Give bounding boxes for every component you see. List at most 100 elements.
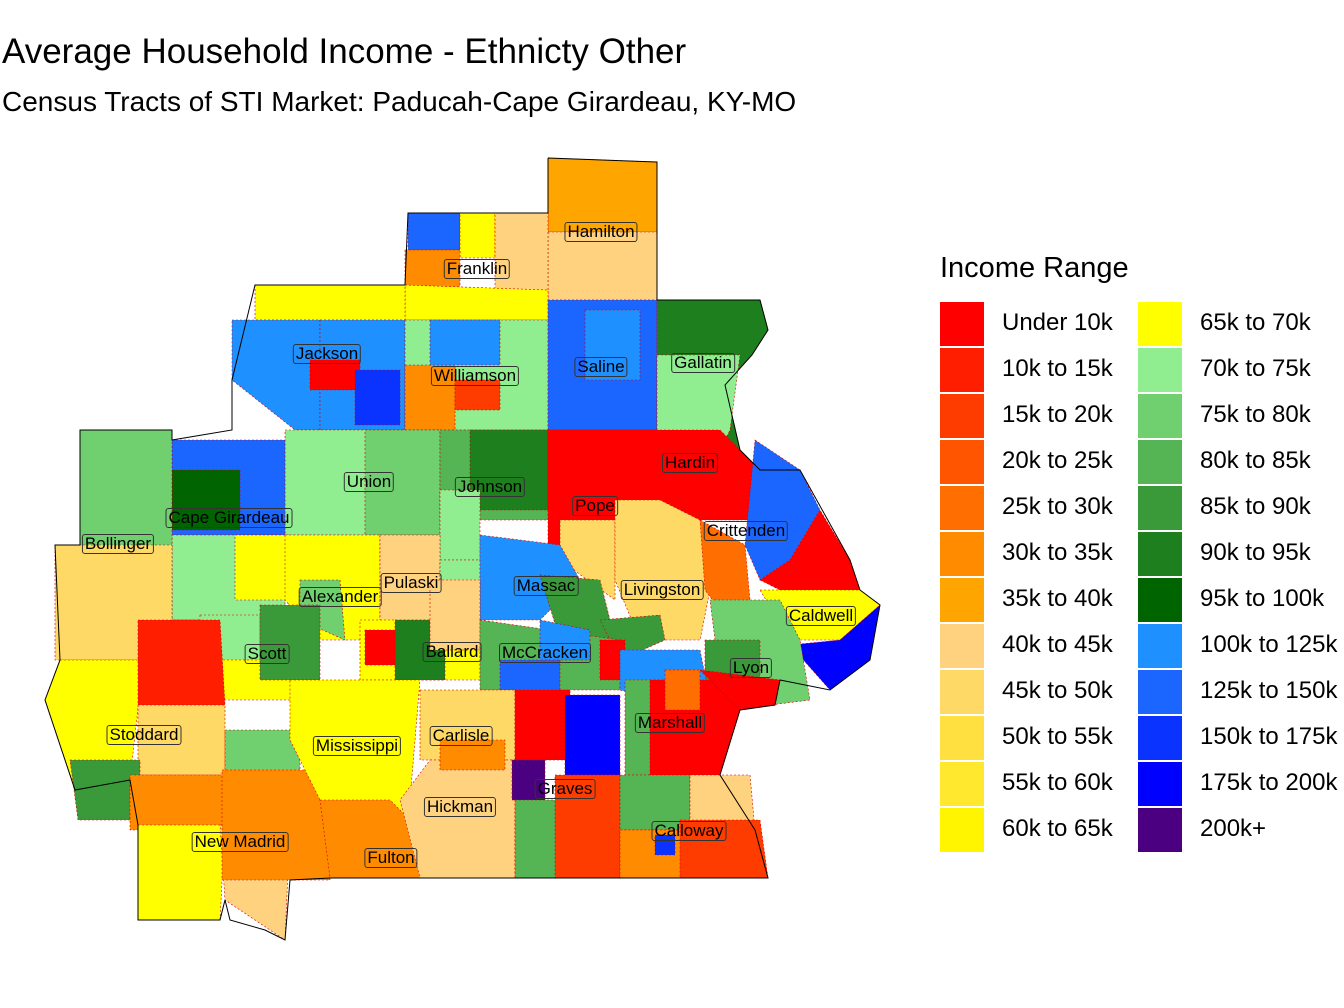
- legend-label: 60k to 65k: [1002, 815, 1113, 842]
- tract-region: [439, 489, 481, 561]
- legend-swatch: [1138, 486, 1182, 530]
- legend-swatch: [1138, 808, 1182, 852]
- tract-region: [514, 799, 561, 879]
- county-label: Stoddard: [106, 725, 182, 745]
- tract-region: [399, 759, 516, 879]
- legend-label: 85k to 90k: [1200, 493, 1311, 520]
- tract-region: [664, 669, 701, 711]
- legend-label: 90k to 95k: [1200, 539, 1311, 566]
- legend-label: 65k to 70k: [1200, 309, 1311, 336]
- legend-swatch: [1138, 762, 1182, 806]
- legend-label: 20k to 25k: [1002, 447, 1113, 474]
- county-label: Marshall: [634, 713, 706, 733]
- tract-region: [137, 619, 226, 706]
- tract-region: [584, 309, 641, 381]
- tract-region: [221, 769, 331, 881]
- tract-region: [547, 157, 658, 233]
- county-label: Johnson: [454, 477, 526, 497]
- legend-swatch: [1138, 716, 1182, 760]
- legend-swatch: [1138, 348, 1182, 392]
- legend-swatch: [940, 716, 984, 760]
- county-label: Mississippi: [312, 736, 402, 756]
- legend-label: 80k to 85k: [1200, 447, 1311, 474]
- tract-region: [547, 231, 658, 301]
- legend-label: 125k to 150k: [1200, 677, 1338, 704]
- legend-swatch: [940, 394, 984, 438]
- legend-label: 70k to 75k: [1200, 355, 1311, 382]
- county-label: Jackson: [292, 344, 362, 364]
- tract-region: [407, 212, 461, 251]
- tract-region: [494, 212, 549, 301]
- legend-label: Under 10k: [1002, 309, 1113, 336]
- legend-swatch: [1138, 532, 1182, 576]
- tract-region: [404, 284, 549, 321]
- legend-swatch: [940, 486, 984, 530]
- legend-swatch: [940, 532, 984, 576]
- legend-label: 55k to 60k: [1002, 769, 1113, 796]
- county-label: Union: [343, 472, 395, 492]
- legend-label: 75k to 80k: [1200, 401, 1311, 428]
- tract-region: [69, 759, 141, 821]
- legend-label: 100k to 125k: [1200, 631, 1338, 658]
- legend-swatch: [1138, 578, 1182, 622]
- county-label: New Madrid: [191, 832, 289, 852]
- legend-label: 200k+: [1200, 815, 1267, 842]
- map-subtitle: Census Tracts of STI Market: Paducah-Cap…: [2, 86, 797, 117]
- county-label: Hardin: [661, 453, 719, 473]
- legend-swatch: [940, 578, 984, 622]
- county-label: Hickman: [423, 797, 497, 817]
- tract-region: [459, 212, 496, 259]
- legend-swatch: [1138, 440, 1182, 484]
- county-label: Pulaski: [380, 573, 442, 593]
- market-outline: [44, 157, 881, 941]
- county-label: Saline: [574, 357, 628, 377]
- tract-region: [259, 604, 321, 681]
- county-outlines: [44, 157, 881, 941]
- tract-region: [699, 519, 751, 611]
- legend-label: 15k to 20k: [1002, 401, 1113, 428]
- tract-region: [234, 534, 291, 601]
- legend-label: 10k to 15k: [1002, 355, 1113, 382]
- legend-label: 50k to 55k: [1002, 723, 1113, 750]
- county-label: Pope: [572, 496, 618, 516]
- county-label: Gallatin: [671, 353, 735, 373]
- legend-swatch: [940, 624, 984, 668]
- tract-region: [231, 319, 321, 431]
- legend-swatch: [1138, 394, 1182, 438]
- county-label: Livingston: [620, 580, 704, 600]
- county-label: Caldwell: [785, 606, 857, 626]
- tract-region: [364, 629, 396, 666]
- tract-region: [224, 729, 301, 776]
- county-label: Calloway: [651, 821, 727, 841]
- tract-region: [614, 499, 711, 641]
- tract-region: [254, 284, 406, 321]
- tract-region: [137, 824, 226, 921]
- legend-swatch: [1138, 670, 1182, 714]
- county-label: Graves: [534, 779, 596, 799]
- county-label: Crittenden: [703, 521, 789, 541]
- county-label: Hamilton: [564, 222, 638, 242]
- legend-label: 95k to 100k: [1200, 585, 1325, 612]
- legend-label: 35k to 40k: [1002, 585, 1113, 612]
- county-label: Ballard: [422, 642, 482, 662]
- tract-region: [469, 429, 549, 511]
- tract-region: [79, 429, 173, 549]
- legend-label: 40k to 45k: [1002, 631, 1113, 658]
- tract-region: [129, 774, 226, 831]
- tract-region: [439, 739, 506, 771]
- tract-region: [379, 534, 441, 631]
- legend-label: 30k to 35k: [1002, 539, 1113, 566]
- county-label: Williamson: [430, 366, 520, 386]
- legend-label: 150k to 175k: [1200, 723, 1338, 750]
- county-label: Franklin: [443, 259, 511, 279]
- tract-region: [309, 359, 361, 391]
- legend-swatch: [940, 670, 984, 714]
- county-label: Carlisle: [429, 726, 493, 746]
- legend-swatch: [940, 808, 984, 852]
- county-label: Lyon: [729, 658, 773, 678]
- county-label: McCracken: [499, 643, 591, 663]
- legend-swatch: [940, 762, 984, 806]
- legend-title: Income Range: [940, 252, 1129, 284]
- tract-region: [689, 774, 756, 831]
